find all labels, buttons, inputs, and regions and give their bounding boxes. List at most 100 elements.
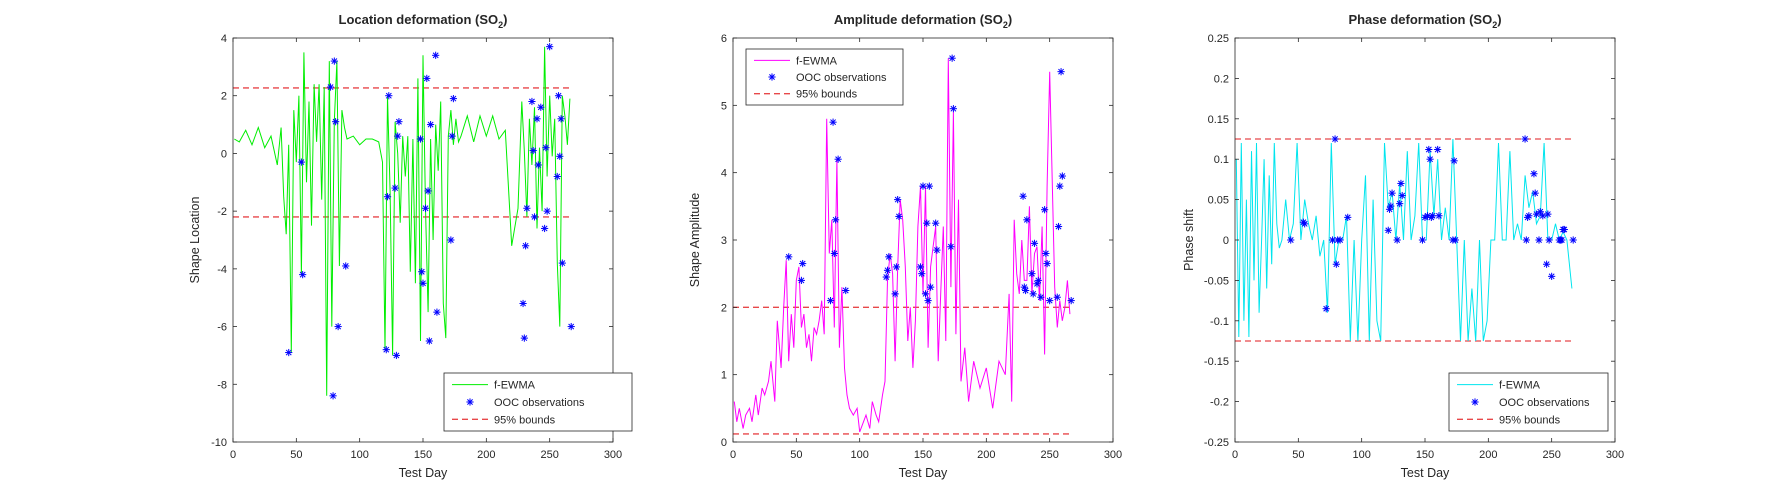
phase-ooc-point-16: [1397, 179, 1405, 188]
phase-ooc-point-13-stroke-3: [1389, 190, 1396, 197]
amplitude-ooc-point-37: [1034, 276, 1042, 284]
location-ooc-point-9-stroke-3: [383, 346, 390, 353]
location-ooc-point-27: [448, 132, 456, 140]
amplitude-ooc-point-27-stroke-3: [949, 55, 956, 62]
location-ooc-point-31-stroke-3: [522, 242, 529, 249]
amplitude-ooc-point-44-stroke-3: [1055, 223, 1062, 230]
amplitude-legend-label-0: f-EWMA: [796, 55, 838, 67]
phase-ooc-point-6-stroke-3: [1333, 261, 1340, 268]
amplitude-ooc-point-48-stroke-3: [1068, 297, 1075, 304]
phase-ooc-point-33: [1525, 212, 1533, 220]
location-ooc-point-47-stroke-3: [559, 260, 566, 267]
amplitude-legend-label-1: OOC observations: [796, 72, 887, 84]
amplitude-ooc-point-1: [797, 276, 805, 284]
amplitude-ylabel: Shape Amplitude: [688, 193, 702, 288]
phase-ooc-point-17-stroke-3: [1399, 192, 1406, 199]
amplitude-ooc-point-14-stroke-3: [894, 196, 901, 203]
amplitude-ooc-point-6-stroke-3: [832, 216, 839, 223]
phase-ooc-point-42-stroke-3: [1546, 237, 1553, 243]
phase-ooc-point-10: [1384, 226, 1392, 234]
location-ooc-point-45-stroke-3: [556, 153, 563, 160]
phase-title-close: ): [1497, 12, 1501, 27]
phase-ooc-point-25: [1434, 145, 1442, 154]
amplitude-ytick-label-5: 5: [721, 100, 727, 112]
location-ooc-point-31: [522, 242, 530, 250]
phase-ooc-point-42: [1545, 236, 1553, 244]
location-ytick-label-3: -4: [217, 264, 227, 276]
amplitude-ooc-point-3-stroke-3: [827, 297, 834, 304]
location-ooc-point-34-stroke-3: [530, 147, 537, 154]
amplitude-ooc-point-47: [1058, 172, 1066, 180]
amplitude-ooc-point-13-stroke-3: [893, 263, 900, 270]
location-ytick-label-6: 2: [221, 91, 227, 103]
phase-ytick-label-6: 0.05: [1208, 195, 1229, 207]
location-ooc-point-13: [392, 351, 400, 360]
amplitude-ooc-point-6: [832, 216, 840, 224]
location-ooc-point-6: [332, 118, 340, 126]
amplitude-ytick-label-6: 6: [721, 33, 727, 45]
location-title-main: Location deformation (SO: [339, 12, 499, 27]
phase-ylabel: Phase shift: [1182, 209, 1196, 271]
phase-ooc-point-0-stroke-3: [1287, 237, 1294, 243]
amplitude-ooc-point-23: [927, 283, 935, 291]
amplitude-legend: f-EWMA OOC observations 95% bounds: [745, 48, 904, 106]
amplitude-ooc-point-31: [1022, 286, 1030, 295]
amplitude-ooc-point-12: [891, 290, 899, 298]
phase-ooc-point-36: [1532, 210, 1541, 218]
amplitude-ooc-point-11: [885, 253, 893, 261]
phase-ooc-point-31-stroke-3: [1523, 237, 1530, 243]
amplitude-ooc-point-1-stroke-3: [798, 277, 805, 284]
location-ooc-point-6-stroke-3: [332, 118, 339, 125]
amplitude-ooc-point-32-stroke-3: [1023, 216, 1030, 223]
amplitude-ooc-point-48: [1067, 297, 1075, 305]
location-ooc-point-23: [427, 120, 435, 129]
amplitude-ooc-point-8-stroke-3: [842, 287, 849, 294]
phase-legend-label-0: f-EWMA: [1499, 380, 1541, 392]
location-ooc-point-3: [326, 83, 335, 91]
phase-ooc-point-21-stroke-3: [1425, 146, 1432, 153]
phase-legend-label-2: 95% bounds: [1499, 414, 1561, 426]
location-ylabel: Shape Location: [188, 197, 202, 284]
location-ooc-point-39: [541, 224, 549, 233]
amplitude-ooc-point-43-stroke-3: [1054, 294, 1061, 301]
location-ooc-point-32: [523, 204, 531, 212]
amplitude-ooc-point-35-stroke-3: [1031, 240, 1038, 247]
phase-ooc-point-12-stroke-3: [1387, 203, 1394, 210]
amplitude-ooc-point-26-stroke-3: [947, 243, 954, 250]
amplitude-ooc-point-45: [1056, 182, 1064, 190]
amplitude-ooc-point-25-stroke-3: [933, 247, 940, 254]
amplitude-ooc-point-47-stroke-3: [1059, 173, 1066, 179]
amplitude-ytick-label-3: 3: [721, 235, 727, 247]
location-ooc-point-13-stroke-3: [393, 352, 400, 359]
phase-ooc-point-41-stroke-3: [1544, 211, 1551, 218]
amplitude-ooc-point-28: [949, 105, 957, 113]
location-xlabel: Test Day: [399, 466, 448, 480]
amplitude-ooc-point-24: [932, 219, 940, 227]
amplitude-ooc-point-14: [894, 196, 902, 204]
amplitude-xtick-label-3: 150: [914, 449, 932, 461]
phase-ooc-point-24: [1429, 212, 1437, 220]
phase-ooc-point-26-stroke-3: [1435, 212, 1442, 219]
amplitude-ooc-point-37-stroke-3: [1035, 277, 1042, 284]
phase-ytick-label-0: -0.25: [1204, 437, 1229, 449]
amplitude-ooc-point-27: [948, 54, 956, 62]
amplitude-ooc-point-5: [830, 249, 838, 258]
phase-xtick-label-4: 200: [1479, 449, 1497, 461]
amplitude-ooc-point-17-stroke-3: [918, 270, 925, 277]
amplitude-ooc-point-10-stroke-3: [884, 267, 891, 274]
amplitude-ooc-point-42: [1046, 297, 1054, 305]
location-ooc-point-42: [546, 43, 554, 51]
location-ooc-point-22: [425, 337, 433, 345]
amplitude-ooc-point-24-stroke-3: [932, 220, 939, 227]
amplitude-ooc-point-13: [892, 263, 900, 271]
amplitude-ooc-point-19: [921, 290, 930, 298]
amplitude-ooc-point-34: [1029, 290, 1037, 298]
location-ooc-point-38: [537, 103, 545, 111]
amplitude-ooc-point-21-stroke-3: [925, 297, 932, 304]
phase-legend-swatch-ooc: [1471, 398, 1479, 406]
phase-ooc-point-37-stroke-3: [1536, 237, 1542, 243]
phase-ooc-point-39: [1539, 212, 1547, 220]
phase-legend-swatch-ooc-stroke-3: [1472, 399, 1478, 405]
location-ooc-point-4-stroke-3: [330, 392, 337, 399]
amplitude-ooc-point-38: [1037, 293, 1045, 301]
